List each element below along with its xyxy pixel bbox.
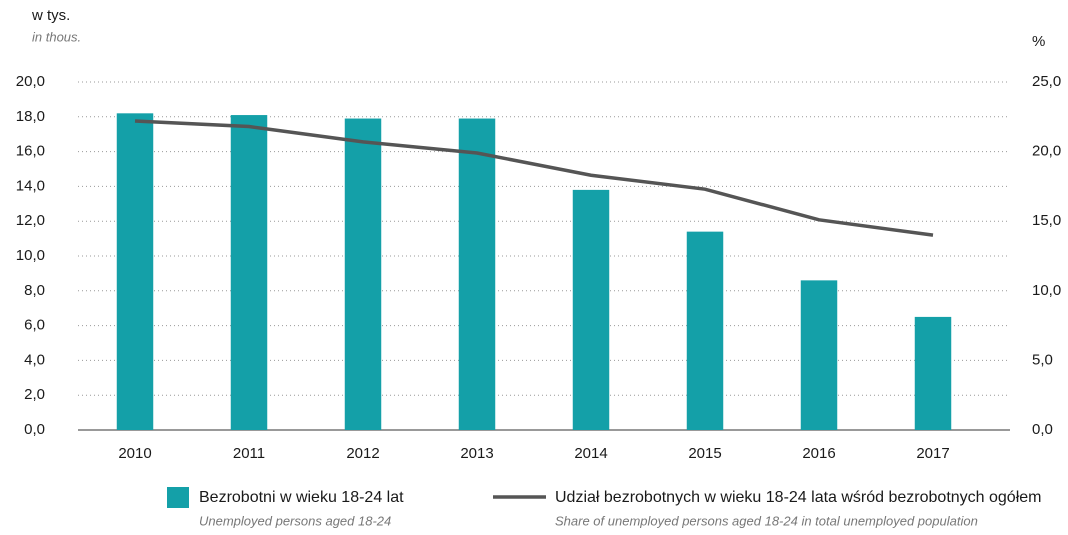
y2-tick-label: 0,0 bbox=[1032, 421, 1053, 438]
y-tick-label: 0,0 bbox=[24, 421, 45, 438]
legend-sublabel: Unemployed persons aged 18-24 bbox=[199, 513, 391, 528]
y2-tick-label: 15,0 bbox=[1032, 212, 1061, 229]
y-tick-label: 16,0 bbox=[16, 143, 45, 160]
x-tick-label: 2015 bbox=[688, 445, 721, 462]
y-tick-label: 12,0 bbox=[16, 212, 45, 229]
y-tick-label: 18,0 bbox=[16, 108, 45, 125]
y-tick-label: 20,0 bbox=[16, 73, 45, 90]
y2-tick-label: 5,0 bbox=[1032, 351, 1053, 368]
y2-tick-label: 10,0 bbox=[1032, 282, 1061, 299]
bar bbox=[686, 231, 724, 430]
x-tick-label: 2010 bbox=[118, 445, 151, 462]
bar bbox=[458, 118, 496, 430]
y2-tick-label: 25,0 bbox=[1032, 73, 1061, 90]
y-tick-label: 8,0 bbox=[24, 282, 45, 299]
legend-label: Bezrobotni w wieku 18-24 lat bbox=[199, 489, 404, 506]
bar bbox=[116, 113, 154, 430]
y2-tick-label: 20,0 bbox=[1032, 143, 1061, 160]
bar bbox=[800, 280, 838, 430]
y-axis-subtitle: in thous. bbox=[32, 29, 81, 44]
bar bbox=[344, 118, 382, 430]
x-tick-label: 2011 bbox=[233, 445, 265, 462]
y-tick-label: 4,0 bbox=[24, 351, 45, 368]
x-tick-label: 2013 bbox=[460, 445, 493, 462]
bar bbox=[230, 115, 268, 430]
legend-swatch bbox=[167, 487, 189, 508]
x-tick-label: 2012 bbox=[346, 445, 379, 462]
legend-sublabel: Share of unemployed persons aged 18-24 i… bbox=[555, 513, 978, 528]
y-tick-label: 14,0 bbox=[16, 177, 45, 194]
x-tick-label: 2017 bbox=[916, 445, 949, 462]
bar bbox=[572, 189, 610, 430]
line bbox=[134, 119, 934, 237]
x-tick-label: 2016 bbox=[802, 445, 835, 462]
y-axis-title: w tys. bbox=[31, 7, 70, 24]
bar bbox=[914, 316, 952, 430]
y-tick-label: 2,0 bbox=[24, 386, 45, 403]
y-tick-label: 10,0 bbox=[16, 247, 45, 264]
y2-axis-title: % bbox=[1032, 33, 1045, 50]
legend-label: Udział bezrobotnych w wieku 18-24 lata w… bbox=[555, 489, 1041, 506]
x-tick-label: 2014 bbox=[574, 445, 607, 462]
y-tick-label: 6,0 bbox=[24, 317, 45, 334]
